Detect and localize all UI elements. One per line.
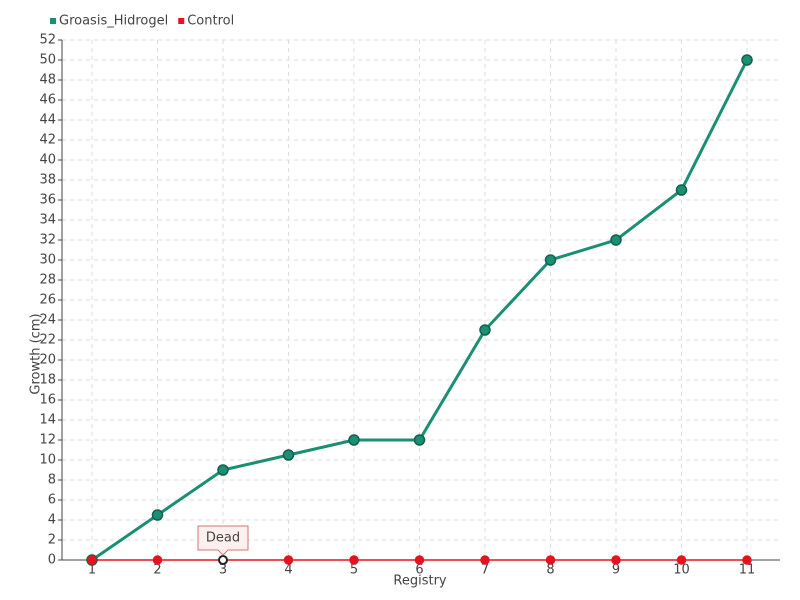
- x-tick-label: 1: [88, 563, 96, 578]
- point: [414, 555, 425, 565]
- y-tick-label: 4: [48, 513, 56, 528]
- y-tick-label: 32: [39, 233, 56, 248]
- x-tick-label: 2: [153, 563, 161, 578]
- y-tick-label: 14: [39, 413, 56, 428]
- y-tick-label: 0: [48, 553, 56, 568]
- tooltip-box: [197, 525, 249, 556]
- point: [480, 555, 490, 565]
- x-tick-label: 11: [739, 563, 756, 578]
- point: [152, 555, 163, 565]
- y-axis-label: Growth (cm): [29, 313, 44, 394]
- point: [545, 555, 556, 565]
- point: [742, 555, 752, 565]
- y-tick-label: 30: [39, 253, 56, 268]
- y-tick-label: 12: [39, 433, 56, 448]
- point: [217, 464, 229, 476]
- point: [151, 509, 164, 521]
- x-axis-label: Registry: [393, 574, 447, 589]
- x-tick-label: 5: [350, 563, 358, 578]
- y-tick-label: 46: [39, 93, 56, 108]
- y-tick-label: 16: [39, 393, 56, 408]
- point: [741, 54, 753, 66]
- point: [479, 324, 491, 336]
- point: [349, 555, 359, 565]
- y-tick-label: 50: [39, 53, 56, 68]
- y-tick-label: 22: [39, 333, 56, 348]
- point: [675, 184, 688, 196]
- x-tick-label: 8: [546, 563, 554, 578]
- legend-label: Control: [187, 14, 234, 29]
- y-tick-label: 34: [39, 213, 56, 228]
- y-tick-label: 26: [39, 293, 56, 308]
- y-tick-label: 20: [39, 353, 56, 368]
- legend-swatch: [50, 18, 56, 24]
- y-tick-label: 44: [39, 113, 56, 128]
- point: [544, 254, 557, 266]
- point: [282, 449, 295, 461]
- point: [413, 434, 426, 446]
- point: [218, 555, 228, 565]
- y-tick-label: 40: [39, 153, 56, 168]
- x-tick-label: 9: [612, 563, 620, 578]
- y-tick-label: 52: [39, 33, 56, 48]
- point: [348, 434, 360, 446]
- legend-label: Groasis_Hidrogel: [59, 14, 168, 29]
- y-tick-label: 18: [39, 373, 56, 388]
- x-tick-label: 6: [415, 563, 423, 578]
- point: [283, 555, 294, 565]
- y-tick-label: 38: [39, 173, 56, 188]
- point: [87, 555, 97, 565]
- point: [676, 555, 687, 565]
- y-tick-label: 10: [39, 453, 56, 468]
- y-tick-label: 36: [39, 193, 56, 208]
- y-tick-label: 24: [39, 313, 56, 328]
- point: [610, 234, 622, 246]
- point: [611, 555, 621, 565]
- series-line: [91, 59, 749, 562]
- y-tick-label: 8: [48, 473, 56, 488]
- x-tick-label: 4: [284, 563, 292, 578]
- y-tick-label: 6: [48, 493, 56, 508]
- y-tick-label: 48: [39, 73, 56, 88]
- x-tick-label: 3: [219, 563, 227, 578]
- x-tick-label: 10: [673, 563, 690, 578]
- x-tick-label: 7: [481, 563, 489, 578]
- y-tick-label: 28: [39, 273, 56, 288]
- legend-swatch: [178, 18, 185, 24]
- tooltip-text: Dead: [206, 531, 240, 546]
- y-tick-label: 2: [48, 533, 56, 548]
- y-tick-label: 42: [39, 133, 56, 148]
